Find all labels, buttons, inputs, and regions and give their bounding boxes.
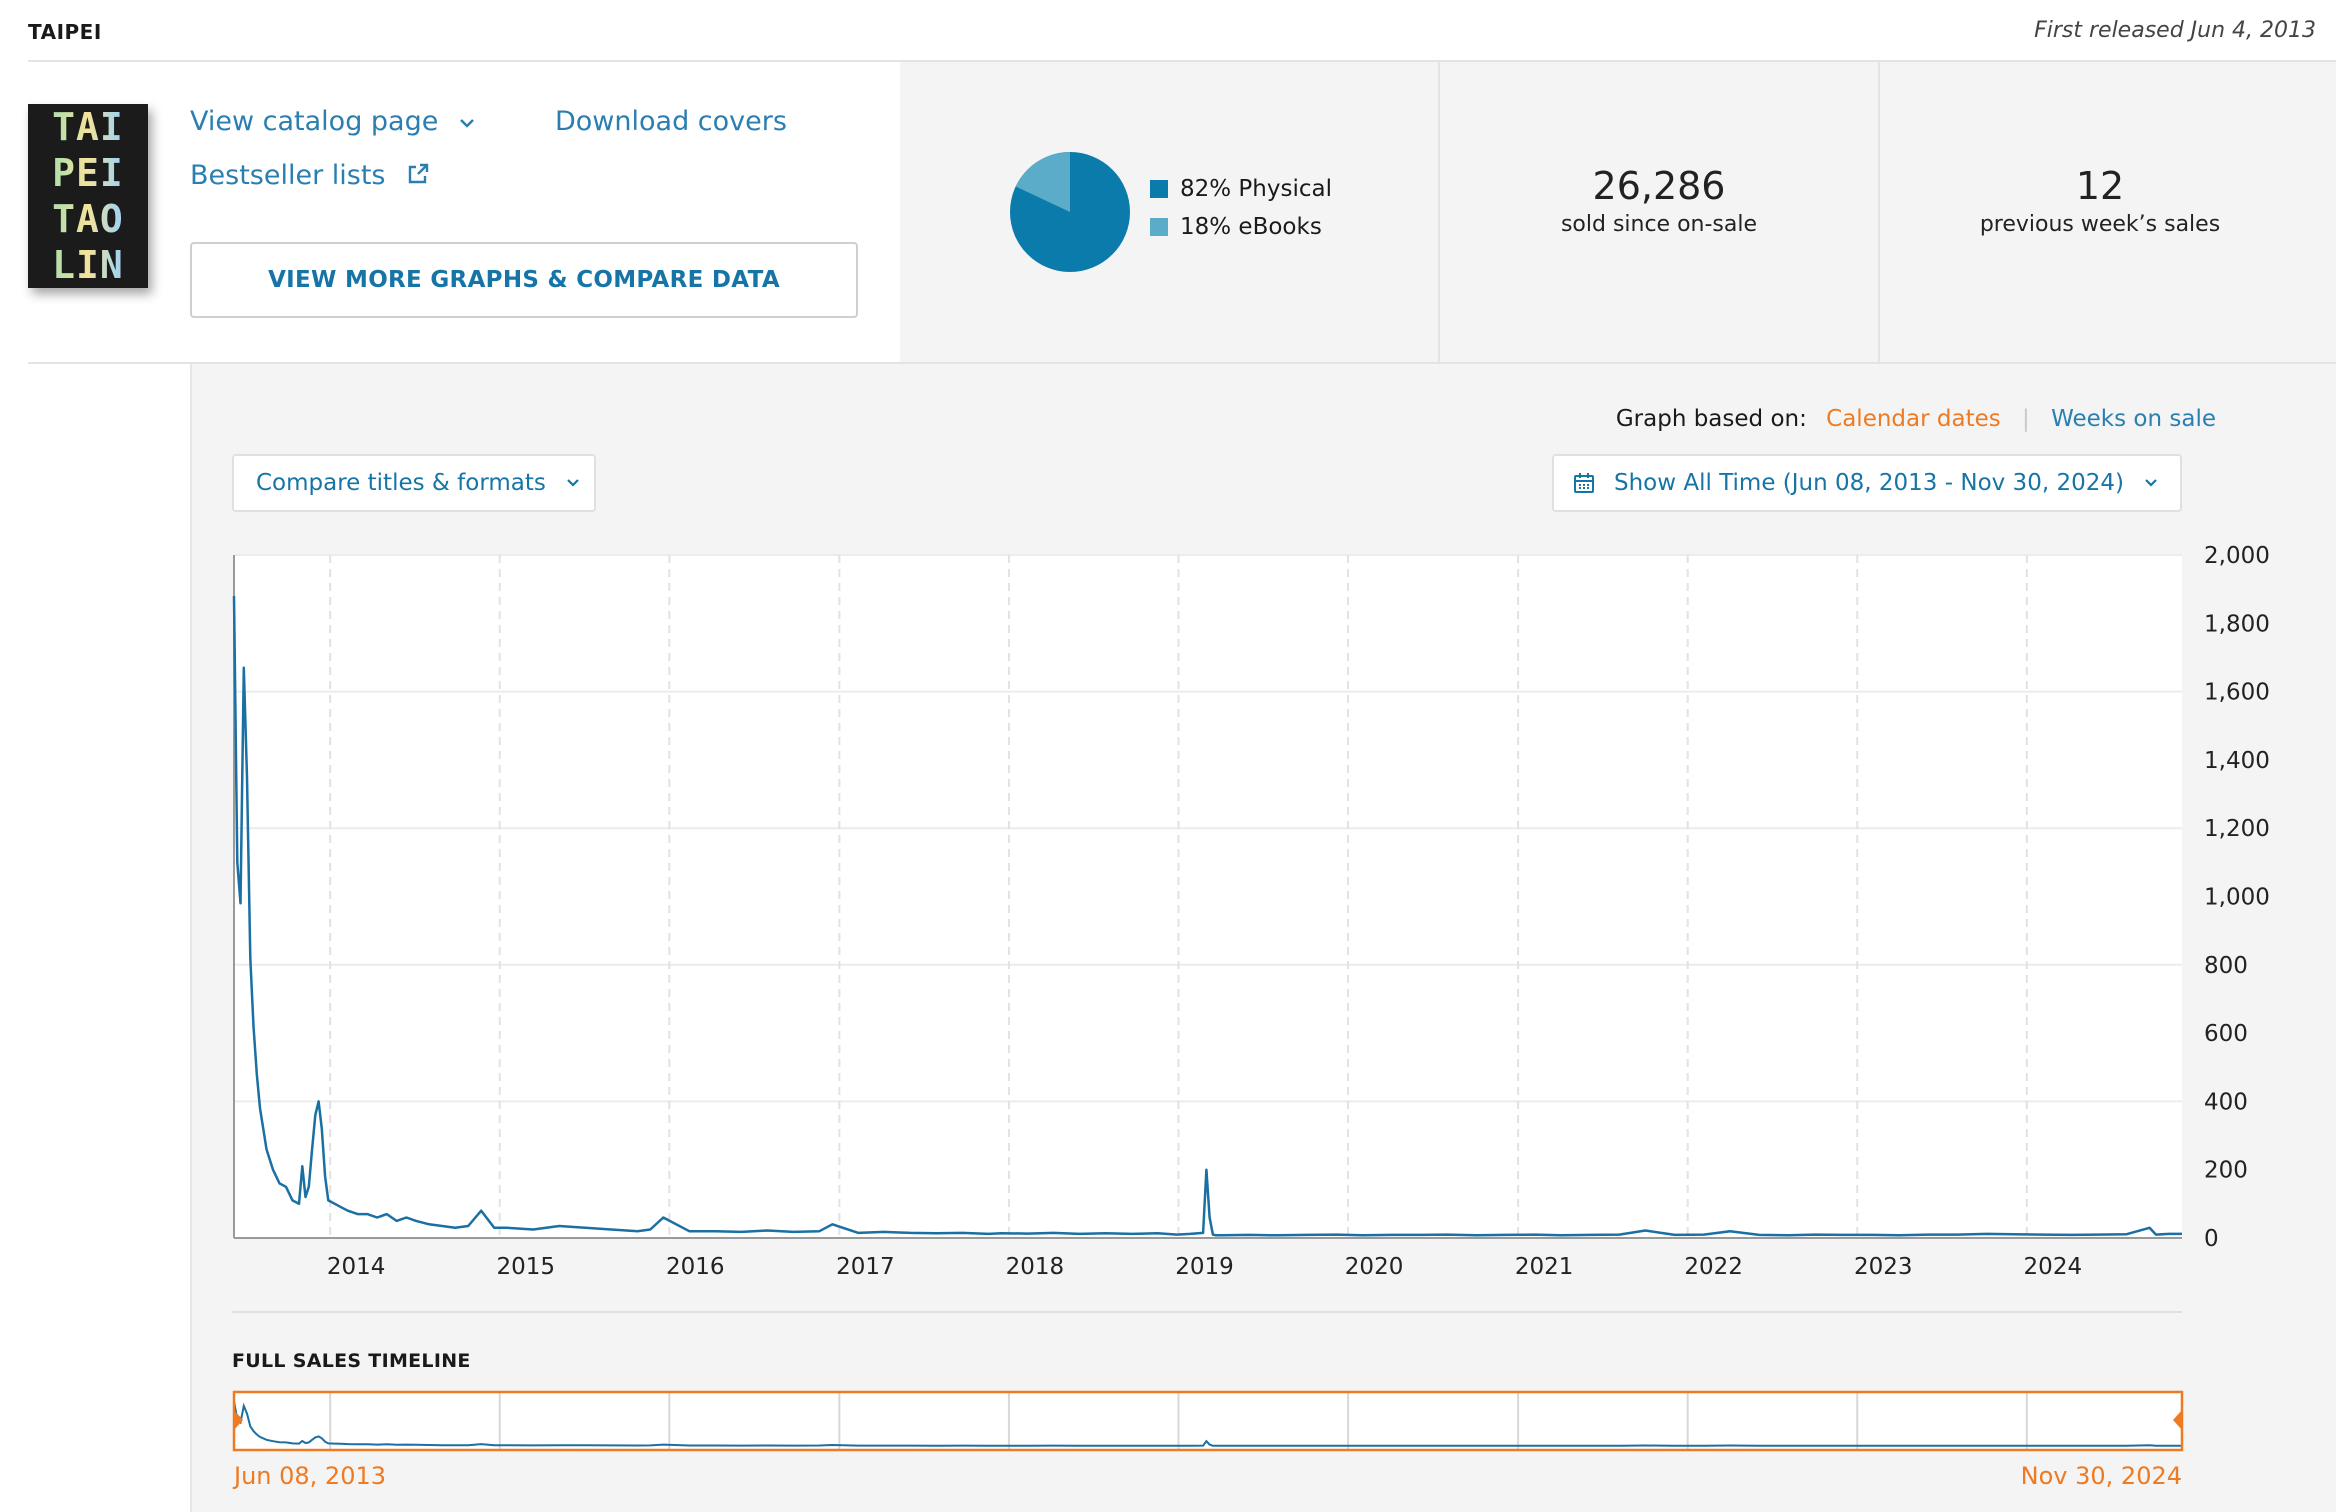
y-tick-label: 1,800	[2204, 611, 2270, 637]
y-tick-label: 1,200	[2204, 816, 2270, 842]
stats-panel	[900, 62, 2336, 362]
cover-line: TAO	[28, 196, 148, 242]
date-range-dropdown[interactable]: Show All Time (Jun 08, 2013 - Nov 30, 20…	[1552, 454, 2182, 512]
cover-line: PEI	[28, 150, 148, 196]
y-tick-label: 200	[2204, 1158, 2248, 1184]
mini-series-line	[233, 1400, 2182, 1447]
bestseller-lists-label: Bestseller lists	[190, 160, 386, 191]
x-tick-label: 2017	[836, 1254, 895, 1280]
y-tick-label: 0	[2204, 1226, 2219, 1252]
mini-timeline-area	[234, 1392, 2182, 1450]
chevron-down-icon	[2145, 479, 2157, 487]
sold-value: 26,286	[1592, 164, 1726, 208]
release-date: First released Jun 4, 2013	[2034, 18, 2316, 43]
sold-stat: 26,286 sold since on-sale	[1440, 164, 1878, 237]
compare-titles-label: Compare titles & formats	[256, 470, 546, 496]
weeks-on-sale-toggle[interactable]: Weeks on sale	[2051, 406, 2216, 432]
cover-line: LIN	[28, 242, 148, 288]
y-tick-label: 1,600	[2204, 680, 2270, 706]
legend-swatch	[1150, 180, 1168, 198]
timeline-end-handle	[2173, 1410, 2182, 1430]
stats-divider	[1438, 62, 1440, 362]
stats-bottom-divider	[28, 362, 2336, 364]
toggle-separator: |	[2022, 406, 2030, 432]
legend-ebooks-label: 18% eBooks	[1180, 214, 1322, 240]
header-divider	[28, 60, 2336, 62]
external-link-icon	[408, 163, 429, 184]
book-title: TAIPEI	[28, 20, 102, 44]
y-tick-label: 600	[2204, 1021, 2248, 1047]
bestseller-lists-link[interactable]: Bestseller lists	[190, 160, 430, 191]
calendar-icon	[1574, 473, 1594, 493]
cover-line: TAI	[28, 104, 148, 150]
y-tick-label: 2,000	[2204, 543, 2270, 569]
download-covers-link[interactable]: Download covers	[555, 106, 787, 137]
y-tick-label: 400	[2204, 1089, 2248, 1115]
x-tick-label: 2021	[1515, 1254, 1574, 1280]
legend-swatch	[1150, 218, 1168, 236]
chevron-down-icon	[567, 479, 579, 487]
calendar-dates-toggle[interactable]: Calendar dates	[1826, 406, 2001, 432]
y-tick-label: 1,400	[2204, 748, 2270, 774]
legend-ebooks: 18% eBooks	[1150, 214, 1322, 240]
week-label: previous week’s sales	[1979, 212, 2221, 237]
x-tick-label: 2015	[496, 1254, 555, 1280]
x-tick-label: 2024	[2024, 1254, 2083, 1280]
y-tick-label: 1,000	[2204, 885, 2270, 911]
view-catalog-label: View catalog page	[190, 106, 439, 137]
x-tick-label: 2019	[1175, 1254, 1234, 1280]
legend-physical: 82% Physical	[1150, 176, 1332, 202]
x-tick-label: 2020	[1345, 1254, 1404, 1280]
timeline-end-date: Nov 30, 2024	[2020, 1462, 2182, 1490]
x-tick-label: 2022	[1684, 1254, 1743, 1280]
y-tick-label: 800	[2204, 953, 2248, 979]
week-stat: 12 previous week’s sales	[1880, 164, 2320, 237]
based-on-label: Graph based on:	[1615, 406, 1807, 432]
sales-series-line	[232, 595, 2182, 1237]
book-cover: TAI PEI TAO LIN	[28, 104, 148, 288]
x-tick-label: 2016	[666, 1254, 725, 1280]
graph-based-on: Graph based on: Calendar dates | Weeks o…	[1616, 406, 2216, 432]
x-tick-label: 2023	[1854, 1254, 1913, 1280]
sold-label: sold since on-sale	[1560, 212, 1758, 237]
legend-physical-label: 82% Physical	[1180, 176, 1332, 202]
full-sales-timeline-label: FULL SALES TIMELINE	[232, 1350, 471, 1372]
week-value: 12	[2075, 164, 2125, 208]
pie-slice-ebooks	[1015, 152, 1070, 212]
view-more-graphs-button[interactable]: VIEW MORE GRAPHS & COMPARE DATA	[190, 242, 858, 318]
x-tick-label: 2014	[327, 1254, 386, 1280]
x-tick-label: 2018	[1006, 1254, 1065, 1280]
chevron-down-icon	[460, 118, 474, 128]
format-pie-chart	[1010, 152, 1130, 272]
view-catalog-link[interactable]: View catalog page	[190, 106, 477, 137]
stats-divider	[1878, 62, 1880, 362]
date-range-label: Show All Time (Jun 08, 2013 - Nov 30, 20…	[1614, 470, 2124, 496]
timeline-start-handle	[234, 1410, 243, 1430]
compare-titles-dropdown[interactable]: Compare titles & formats	[232, 454, 596, 512]
timeline-start-date: Jun 08, 2013	[234, 1462, 387, 1490]
plot-area	[234, 555, 2182, 1238]
